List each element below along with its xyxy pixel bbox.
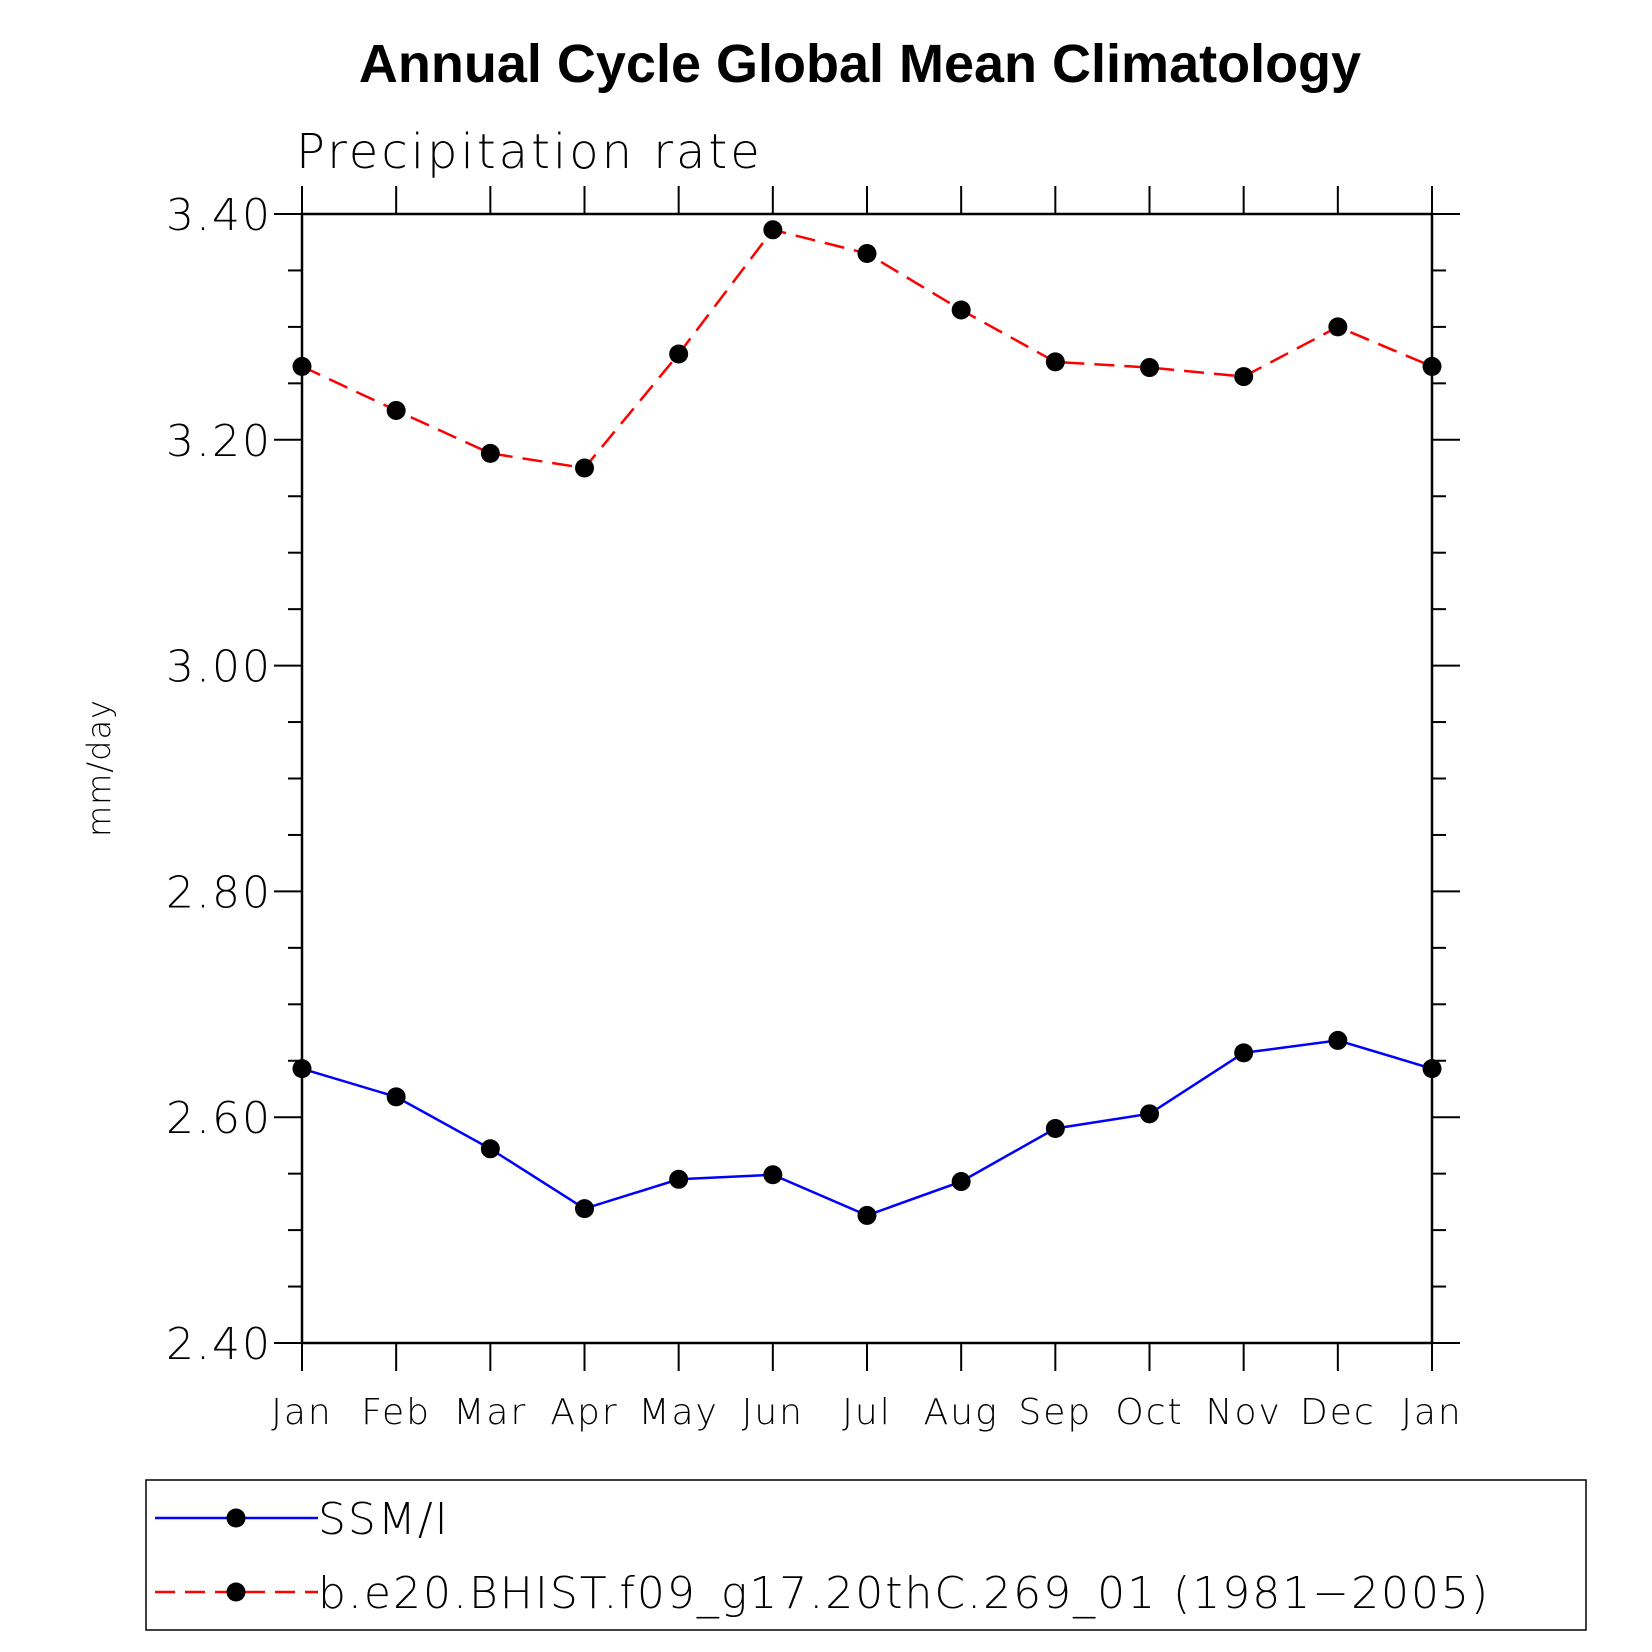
chart-title: Annual Cycle Global Mean Climatology (359, 34, 1361, 94)
data-point (480, 1139, 500, 1159)
y-tick-label: 3.40 (166, 190, 272, 241)
data-point (1140, 1104, 1159, 1124)
series-line-1 (301, 1039, 1433, 1217)
y-tick-label: 2.80 (166, 867, 272, 918)
data-point (1422, 1059, 1442, 1079)
data-point (575, 458, 594, 478)
legend-label-1: SSM/I (318, 1494, 450, 1545)
legend-marker-1 (226, 1508, 246, 1528)
data-point (763, 1165, 783, 1185)
data-point (386, 1087, 406, 1107)
plot-frame (300, 212, 1434, 1345)
legend: SSM/I b.e20.BHIST.f09_g17.20thC.269_01 (1… (145, 1479, 1587, 1631)
x-tick-label: May (638, 1392, 718, 1433)
data-point (857, 1205, 877, 1225)
plot-area: 2.40 2.60 2.80 3.00 3.20 3.40 Jan Feb Mar Apr May J… (166, 186, 1463, 1433)
x-tick-label: Dec (1300, 1392, 1376, 1433)
data-point (1140, 358, 1159, 378)
data-point (951, 1172, 971, 1192)
y-tick-label: 3.20 (166, 416, 272, 467)
y-tick-label: 2.60 (166, 1093, 272, 1144)
chart-subtitle: Precipitation rate (296, 124, 763, 180)
x-tick-label: Jan (1401, 1392, 1463, 1433)
x-tick-label: Sep (1018, 1392, 1092, 1433)
data-point (292, 356, 312, 376)
legend-marker-2 (226, 1582, 246, 1602)
data-point (763, 220, 783, 240)
data-point (1328, 317, 1348, 337)
data-point (951, 300, 971, 320)
x-tick-label: Nov (1206, 1392, 1282, 1433)
data-point (480, 443, 500, 463)
x-tick-label: Apr (550, 1392, 618, 1433)
y-axis-label: mm/day (80, 699, 118, 837)
series-line-2 (301, 228, 1433, 470)
data-point (575, 1199, 594, 1219)
x-tick-label: Jan (271, 1392, 333, 1433)
data-point (669, 344, 689, 364)
data-point (386, 400, 406, 420)
legend-box (145, 1479, 1587, 1631)
data-point (292, 1059, 312, 1079)
y-tick-label: 3.00 (166, 642, 272, 693)
y-tick-label: 2.40 (166, 1319, 272, 1370)
x-tick-label: Feb (361, 1392, 431, 1433)
data-point (1422, 356, 1442, 376)
data-point (1045, 1118, 1065, 1138)
x-tick-label: Mar (453, 1392, 527, 1433)
x-tick-label: Jul (842, 1392, 891, 1433)
data-point (1234, 367, 1254, 387)
data-point (1045, 352, 1065, 372)
data-point (1234, 1043, 1254, 1063)
data-point (669, 1169, 689, 1189)
x-tick-label: Jun (742, 1392, 804, 1433)
x-tick-label: Oct (1115, 1392, 1183, 1433)
data-point (857, 244, 877, 264)
data-point (1328, 1030, 1348, 1050)
x-tick-label: Aug (924, 1392, 999, 1433)
legend-label-2: b.e20.BHIST.f09_g17.20thC.269_01 (1981−2… (318, 1568, 1490, 1619)
